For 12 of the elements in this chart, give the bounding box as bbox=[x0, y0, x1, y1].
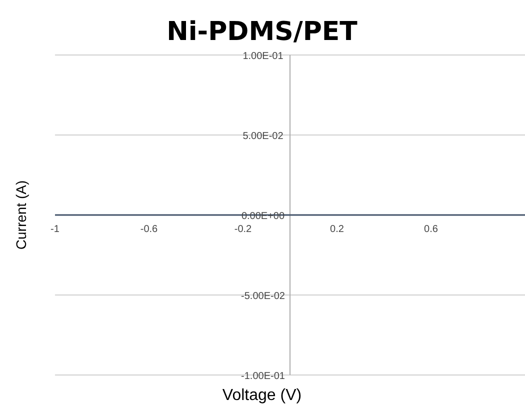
x-tick-label: -1 bbox=[50, 224, 60, 235]
y-axis-title: Current (A) bbox=[13, 180, 29, 250]
x-axis-title: Voltage (V) bbox=[222, 387, 302, 404]
x-tick-label: -0.6 bbox=[140, 224, 158, 235]
y-tick-label: 1.00E-01 bbox=[242, 51, 284, 62]
y-tick-label: -1.00E-01 bbox=[241, 371, 286, 382]
x-tick-label: -0.2 bbox=[234, 224, 252, 235]
x-tick-label: 0.6 bbox=[424, 224, 438, 235]
x-tick-label: 0.2 bbox=[330, 224, 344, 235]
y-tick-label: -5.00E-02 bbox=[241, 291, 286, 302]
y-tick-label: 5.00E-02 bbox=[242, 131, 284, 142]
chart-title: Ni-PDMS/PET bbox=[166, 17, 358, 47]
